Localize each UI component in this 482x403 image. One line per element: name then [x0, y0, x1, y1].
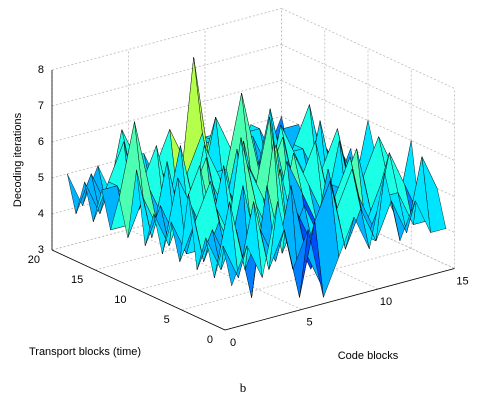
y-tick-label: 0: [207, 334, 213, 346]
z-tick-label: 8: [38, 64, 44, 76]
y-tick-label: 15: [71, 274, 83, 286]
z-tick-label: 4: [38, 208, 44, 220]
z-tick-label: 3: [38, 244, 44, 256]
x-tick-label: 0: [230, 337, 236, 349]
x-tick-label: 10: [380, 296, 392, 308]
caption: b: [240, 380, 247, 395]
y-tick-label: 20: [28, 254, 40, 266]
y-axis: [51, 249, 226, 331]
x-axis: [224, 268, 455, 331]
y-tick-label: 5: [164, 314, 170, 326]
z-tick-label: 6: [38, 136, 44, 148]
grid-line: [51, 80, 282, 143]
z-axis-label: Decoding iterations: [12, 112, 24, 207]
y-axis-label: Transport blocks (time): [29, 346, 141, 358]
y-tick-label: 10: [114, 294, 126, 306]
z-tick-label: 5: [38, 172, 44, 184]
grid-line: [51, 8, 282, 71]
grid-line: [181, 248, 412, 311]
x-axis-label: Code blocks: [338, 350, 399, 362]
x-tick-label: 15: [456, 275, 468, 287]
surface-face: [222, 245, 248, 287]
x-tick-label: 5: [306, 316, 312, 328]
z-tick-label: 7: [38, 100, 44, 112]
grid-line: [51, 44, 282, 107]
